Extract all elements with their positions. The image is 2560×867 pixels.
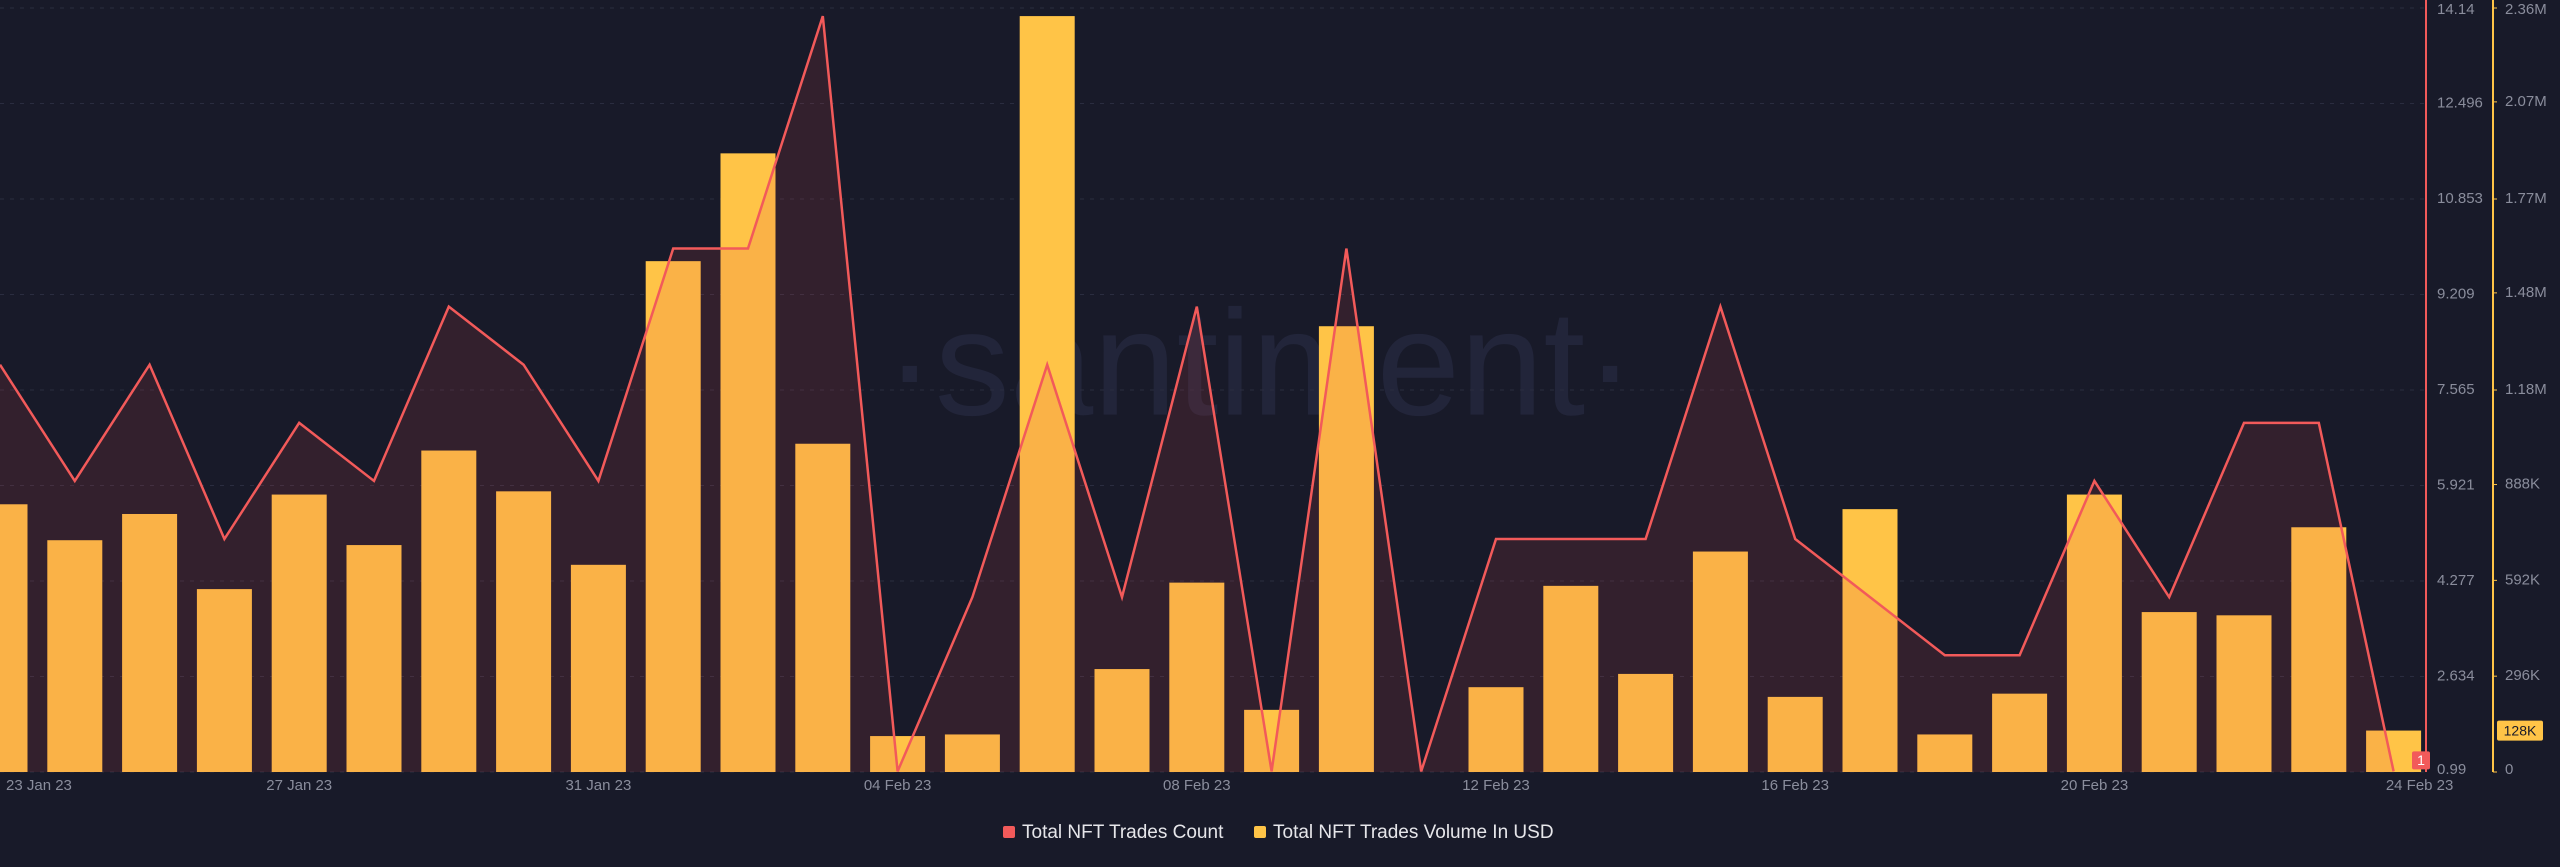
- bar: [2366, 730, 2422, 772]
- y-tick-label: 5.921: [2437, 476, 2475, 493]
- bar: [2291, 527, 2347, 772]
- bar: [720, 153, 776, 772]
- bar: [1543, 585, 1599, 772]
- y2-tick-label: 1.77M: [2505, 190, 2547, 207]
- bar: [47, 540, 103, 772]
- bar: [1618, 673, 1674, 772]
- x-tick-label: 24 Feb 23: [2386, 777, 2454, 794]
- y-tick-label: 2.634: [2437, 667, 2475, 684]
- y-tick-label: 10.853: [2437, 190, 2483, 207]
- bar: [496, 491, 552, 772]
- x-tick-label: 31 Jan 23: [565, 777, 631, 794]
- last-value-label: 1: [2417, 752, 2425, 768]
- legend-swatch: [1003, 826, 1015, 838]
- bar: [1169, 582, 1225, 772]
- bar: [1244, 709, 1300, 772]
- bar: [570, 564, 626, 772]
- y2-tick-label: 0: [2505, 761, 2513, 778]
- bar: [346, 545, 402, 772]
- bar: [1019, 16, 1075, 773]
- x-tick-label: 27 Jan 23: [266, 777, 332, 794]
- last-value-label: 128K: [2504, 722, 2537, 738]
- bar: [1992, 693, 2048, 772]
- x-tick-label: 16 Feb 23: [1761, 777, 1829, 794]
- bar: [795, 443, 851, 772]
- bar: [1318, 326, 1374, 772]
- bar: [1692, 551, 1748, 772]
- y2-tick-label: 2.07M: [2505, 93, 2547, 110]
- x-tick-label: 12 Feb 23: [1462, 777, 1530, 794]
- bar: [196, 589, 252, 772]
- line: [0, 15, 2395, 772]
- bar: [1767, 696, 1823, 772]
- bar: [944, 734, 1000, 772]
- y2-tick-label: 296K: [2505, 667, 2540, 684]
- x-tick-label: 08 Feb 23: [1163, 777, 1231, 794]
- x-tick-label: 04 Feb 23: [864, 777, 932, 794]
- y2-tick-label: 592K: [2505, 571, 2540, 588]
- bar: [1917, 734, 1973, 772]
- y-tick-label: 7.565: [2437, 381, 2475, 398]
- y2-tick-label: 1.18M: [2505, 381, 2547, 398]
- last-value-badge: [2412, 751, 2430, 770]
- bar: [1468, 687, 1524, 772]
- legend-swatch: [1254, 826, 1266, 838]
- y-tick-label: 12.496: [2437, 94, 2483, 111]
- y2-tick-label: 2.36M: [2505, 1, 2547, 18]
- bar: [2216, 615, 2272, 772]
- bar: [2066, 494, 2122, 772]
- bar: [1842, 509, 1898, 772]
- bar: [271, 494, 327, 772]
- bar: [2141, 612, 2197, 772]
- y-tick-label: 0.99: [2437, 761, 2466, 778]
- x-tick-label: 23 Jan 23: [6, 777, 72, 794]
- bar: [645, 261, 701, 772]
- bar: [0, 504, 28, 772]
- watermark: ·santiment·: [885, 279, 1635, 447]
- legend-label: Total NFT Trades Volume In USD: [1273, 822, 1554, 843]
- y-tick-label: 4.277: [2437, 572, 2475, 589]
- last-value-badge: [2497, 720, 2543, 741]
- area: [0, 16, 2394, 772]
- y2-tick-label: 1.48M: [2505, 284, 2547, 301]
- bar: [122, 513, 178, 772]
- legend-label: Total NFT Trades Count: [1022, 822, 1224, 843]
- y-tick-label: 14.14: [2437, 1, 2475, 18]
- y2-tick-label: 888K: [2505, 475, 2540, 492]
- y-tick-label: 9.209: [2437, 285, 2475, 302]
- bar: [421, 450, 477, 772]
- bar: [1094, 669, 1150, 772]
- x-tick-label: 20 Feb 23: [2061, 777, 2129, 794]
